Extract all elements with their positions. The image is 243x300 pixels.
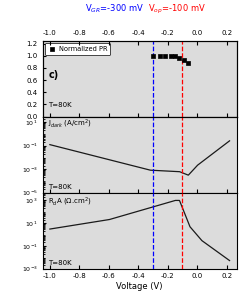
Text: J$_{dark}$ (A/cm$^2$): J$_{dark}$ (A/cm$^2$) [48, 118, 92, 130]
Normalized PR [178, 55, 182, 60]
Text: c): c) [48, 70, 59, 80]
Normalized PR [151, 53, 155, 58]
Normalized PR [182, 58, 186, 62]
Normalized PR [169, 53, 173, 58]
Normalized PR [163, 53, 167, 58]
X-axis label: Voltage (V): Voltage (V) [116, 282, 163, 291]
Legend: Normalized PR: Normalized PR [44, 43, 111, 55]
Normalized PR [186, 61, 190, 65]
Text: T=80K: T=80K [48, 184, 72, 190]
Text: V$_{GR}$=-300 mV: V$_{GR}$=-300 mV [85, 2, 144, 15]
Text: T=80K: T=80K [48, 260, 72, 266]
Normalized PR [158, 53, 162, 58]
Text: T=80K: T=80K [48, 102, 72, 108]
Text: V$_{op}$=-100 mV: V$_{op}$=-100 mV [148, 2, 206, 16]
Text: R$_d$A (Ω.cm$^2$): R$_d$A (Ω.cm$^2$) [48, 196, 92, 208]
Normalized PR [173, 53, 177, 58]
